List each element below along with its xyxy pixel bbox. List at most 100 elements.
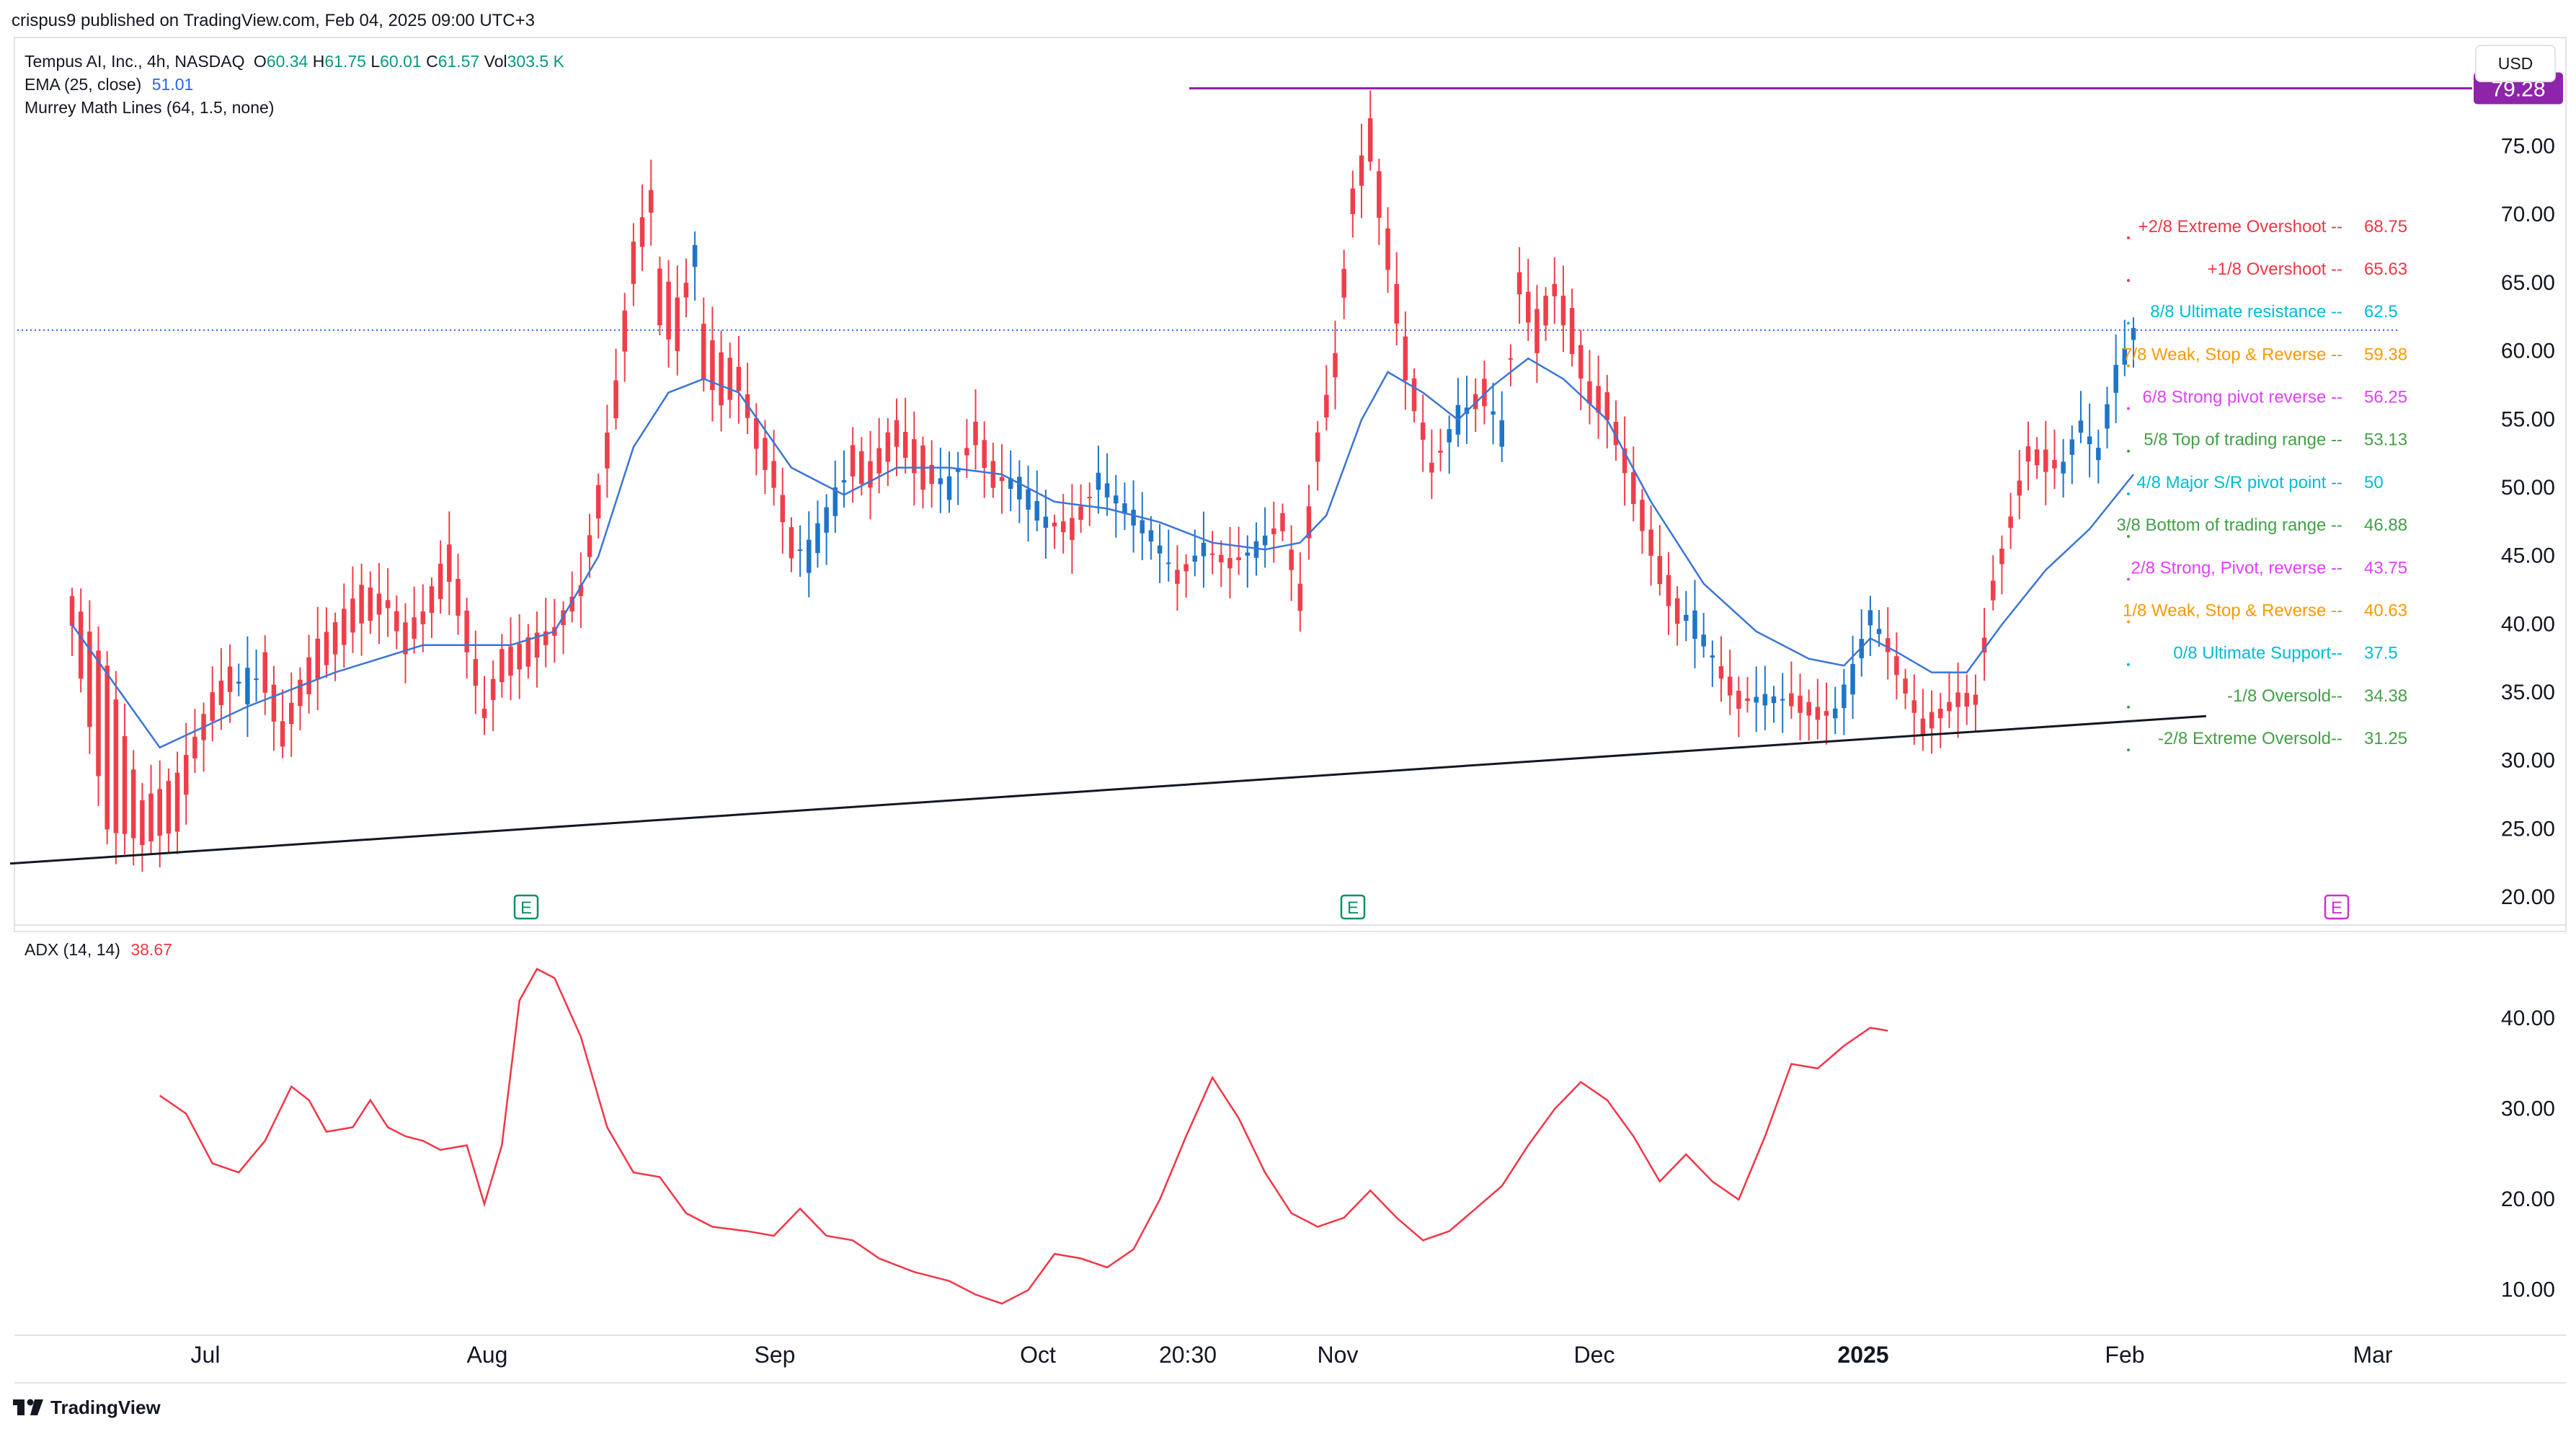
candle-body xyxy=(1981,637,1987,653)
murrey-level-label: 3/8 Bottom of trading range -- xyxy=(2117,516,2343,535)
candle-body xyxy=(376,593,382,615)
candle-body xyxy=(780,495,786,523)
candle-body xyxy=(1657,556,1663,585)
time-axis-label: Oct xyxy=(1020,1342,1056,1368)
candle-body xyxy=(754,417,759,449)
candle-body xyxy=(1710,655,1715,658)
candle-body xyxy=(605,433,610,469)
candle-body xyxy=(464,610,469,652)
candle-body xyxy=(1885,638,1891,652)
candle-body xyxy=(1920,718,1926,736)
murrey-level-dot xyxy=(2127,663,2130,666)
candle-body xyxy=(1429,462,1434,473)
candle-body xyxy=(368,587,373,621)
candle-body xyxy=(1394,283,1399,324)
candle-body xyxy=(1192,555,1198,562)
candle-body xyxy=(1140,520,1145,534)
candle-body xyxy=(1526,291,1531,323)
adx-layer xyxy=(159,968,1888,1305)
candle-body xyxy=(174,772,180,832)
candle-body xyxy=(771,461,776,488)
candle-body xyxy=(675,297,680,351)
candle-body xyxy=(1815,707,1821,720)
currency-button[interactable]: USD xyxy=(2475,45,2556,82)
time-axis-label: Dec xyxy=(1574,1342,1615,1368)
candle-body xyxy=(289,702,294,725)
candle-body xyxy=(403,622,408,655)
candle-body xyxy=(1070,518,1075,541)
candle-body xyxy=(1166,562,1171,565)
candle-body xyxy=(1236,557,1241,560)
currency-label: USD xyxy=(2497,54,2533,73)
candle-body xyxy=(692,244,698,267)
murrey-label[interactable]: Murrey Math Lines (64, 1.5, none) xyxy=(25,98,275,117)
candle-body xyxy=(1991,580,1996,601)
candle-body xyxy=(525,637,531,667)
candle-body xyxy=(841,479,847,483)
candle-body xyxy=(438,563,443,599)
murrey-level-label: 6/8 Strong pivot reverse -- xyxy=(2143,388,2342,407)
candle-body xyxy=(1043,516,1049,528)
brand-footer[interactable]: TradingView xyxy=(13,1394,161,1420)
candle-body xyxy=(622,310,627,352)
murrey-level-dot xyxy=(2127,748,2130,752)
candle-body xyxy=(964,448,969,456)
symbol-title[interactable]: Tempus AI, Inc., 4h, NASDAQ xyxy=(25,52,245,71)
candle-body xyxy=(2131,328,2136,340)
earnings-marker-label: E xyxy=(520,898,532,918)
candle-body xyxy=(1516,272,1522,295)
candle-body xyxy=(1535,309,1540,353)
candle-body xyxy=(1903,678,1908,694)
candle-body xyxy=(1315,432,1320,462)
candle-body xyxy=(1060,521,1066,533)
time-axis-label: 2025 xyxy=(1837,1342,1888,1368)
candle-body xyxy=(1894,656,1899,676)
candle-body xyxy=(394,611,399,632)
candle-body xyxy=(1253,541,1259,558)
candle-body xyxy=(1762,694,1768,706)
candle-body xyxy=(2069,439,2075,455)
brand-name: TradingView xyxy=(50,1396,161,1418)
ema-label[interactable]: EMA (25, close) xyxy=(25,75,142,94)
candle-body xyxy=(1876,629,1882,634)
candle-body xyxy=(2113,365,2118,393)
price-tick-label: 50.00 xyxy=(2501,476,2555,500)
murrey-level-dot xyxy=(2127,322,2130,325)
candle-body xyxy=(1491,411,1496,415)
candle-body xyxy=(1122,503,1127,514)
candle-body xyxy=(736,366,742,391)
candle-body xyxy=(1227,557,1233,569)
candle-body xyxy=(1692,610,1697,640)
candle-body xyxy=(657,268,662,326)
candle-body xyxy=(1359,155,1364,186)
candle-body xyxy=(1613,422,1619,446)
candle-body xyxy=(1148,530,1154,542)
candle-body xyxy=(1587,381,1592,404)
candle-body xyxy=(1499,420,1504,447)
candle-body xyxy=(1832,708,1838,719)
adx-label[interactable]: ADX (14, 14) xyxy=(25,940,120,959)
candle-body xyxy=(280,721,285,747)
earnings-marker-icon: E xyxy=(513,894,539,920)
candle-body xyxy=(157,789,162,836)
candle-body xyxy=(587,535,592,557)
murrey-level-value: 43.75 xyxy=(2364,558,2407,578)
candle-body xyxy=(192,736,197,758)
candle-body xyxy=(710,340,715,391)
earnings-marker-icon: E xyxy=(2324,894,2350,920)
candle-body xyxy=(797,549,803,552)
candle-body xyxy=(1850,663,1855,695)
candle-body xyxy=(1438,451,1443,453)
candle-body xyxy=(631,242,636,284)
murrey-level-dot xyxy=(2127,492,2130,495)
time-axis-label: Aug xyxy=(467,1342,508,1368)
adx-tick-label: 40.00 xyxy=(2501,1007,2555,1030)
candle-body xyxy=(1289,549,1294,570)
candle-body xyxy=(1350,188,1356,215)
main-pane-frame xyxy=(14,37,2567,932)
candle-body xyxy=(1271,528,1276,535)
murrey-level-label: 1/8 Weak, Stop & Reverse -- xyxy=(2123,601,2342,620)
candle-body xyxy=(1157,545,1163,554)
